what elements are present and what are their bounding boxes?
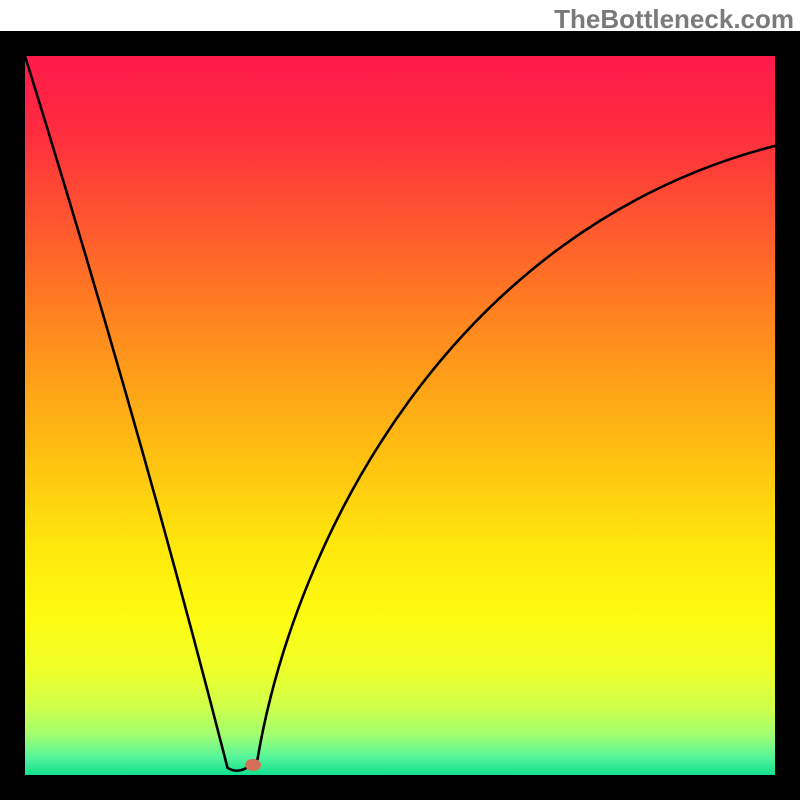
plot-svg <box>25 56 775 775</box>
chart-container: TheBottleneck.com <box>0 0 800 800</box>
plot-area <box>25 56 775 775</box>
optimum-marker <box>245 759 261 771</box>
